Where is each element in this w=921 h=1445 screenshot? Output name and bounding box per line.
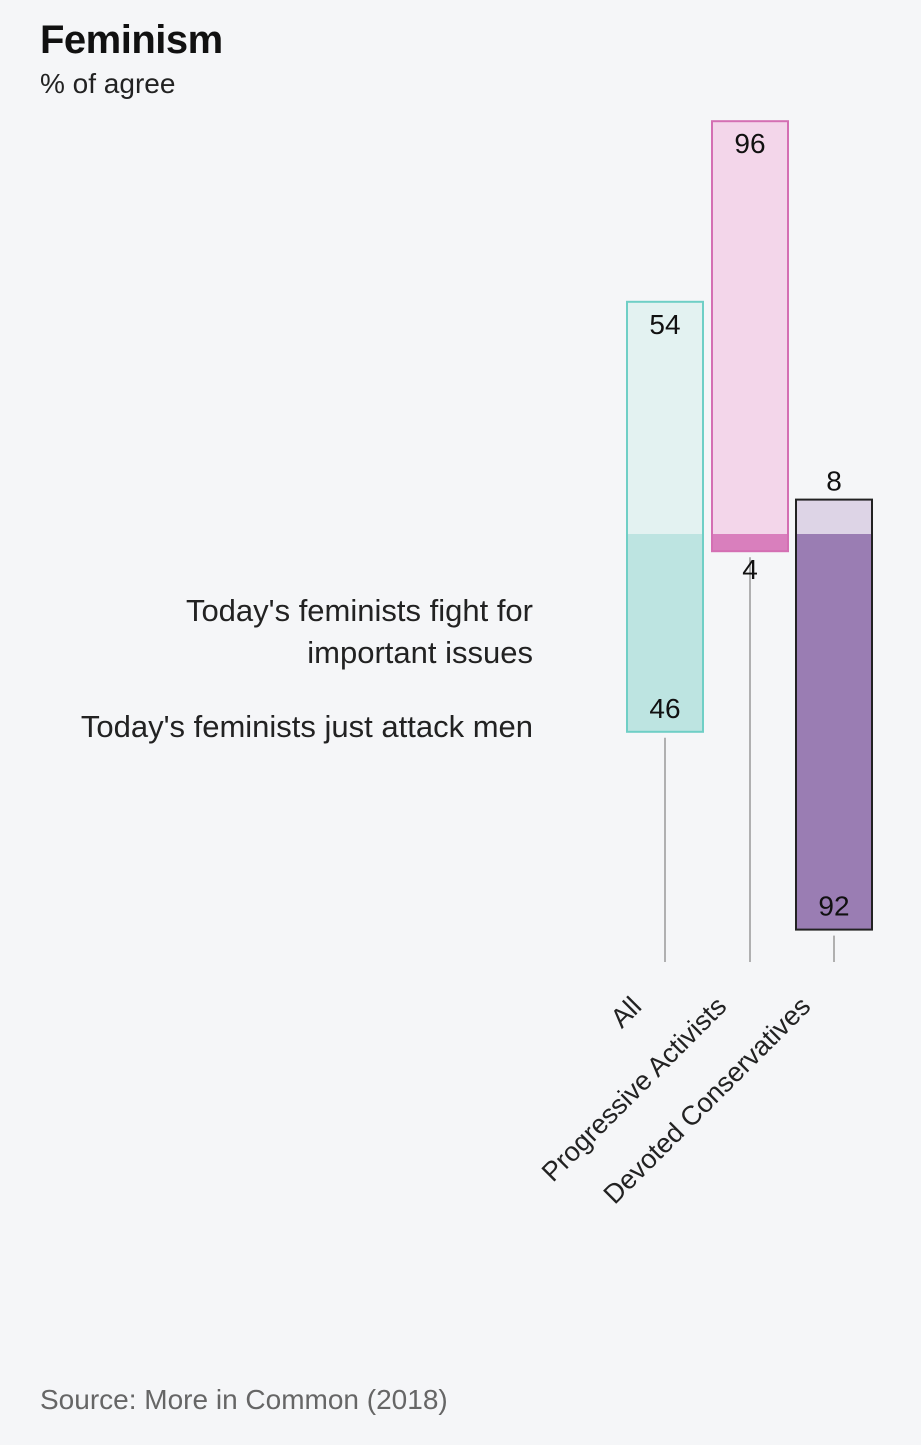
bar-outline-all (626, 300, 704, 733)
chart-title: Feminism (40, 18, 223, 62)
legend-label-fight-for-issues: Today's feminists fight for important is… (185, 593, 533, 670)
bar-outline-progressive-activists (711, 120, 789, 553)
value-label-lower-progressive-activists: 4 (742, 554, 758, 585)
bar-upper-all (627, 301, 703, 534)
bar-lower-all (627, 534, 703, 732)
source-note: Source: More in Common (2018) (40, 1384, 448, 1415)
bar-lower-devoted-conservatives (796, 534, 872, 930)
bar-upper-devoted-conservatives (796, 499, 872, 534)
value-label-lower-all: 46 (649, 693, 680, 724)
bar-outline-devoted-conservatives (795, 498, 873, 931)
chart-subtitle: % of agree (40, 68, 176, 99)
value-label-upper-all: 54 (649, 309, 680, 340)
value-label-lower-devoted-conservatives: 92 (818, 891, 849, 922)
value-label-upper-devoted-conservatives: 8 (826, 466, 842, 497)
category-label-all: All (605, 991, 647, 1033)
legend-label-attack-men: Today's feminists just attack men (80, 709, 533, 744)
bar-lower-progressive-activists (712, 534, 788, 552)
bar-upper-progressive-activists (712, 121, 788, 534)
value-label-upper-progressive-activists: 96 (734, 128, 765, 159)
